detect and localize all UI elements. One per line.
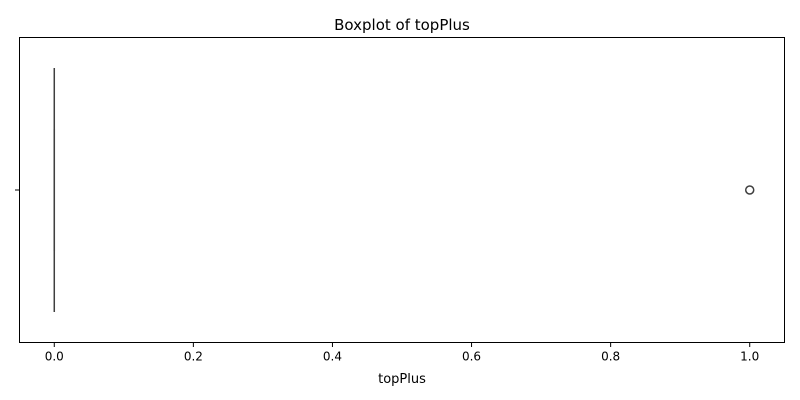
x-axis-label: topPlus xyxy=(378,372,426,387)
chart-title: Boxplot of topPlus xyxy=(334,16,470,34)
x-tick-label: 1.0 xyxy=(740,350,759,364)
x-tick-label: 0.4 xyxy=(323,350,342,364)
x-tick-label: 0.6 xyxy=(462,350,481,364)
x-tick-label: 0.8 xyxy=(601,350,620,364)
plot-area xyxy=(19,37,785,343)
outliers xyxy=(744,185,755,195)
outlier-point xyxy=(744,185,755,195)
x-tick-label: 0.0 xyxy=(45,350,64,364)
x-tick-label: 0.2 xyxy=(184,350,203,364)
x-axis-ticks: 0.0 0.2 0.4 0.6 0.8 1.0 xyxy=(45,342,759,364)
